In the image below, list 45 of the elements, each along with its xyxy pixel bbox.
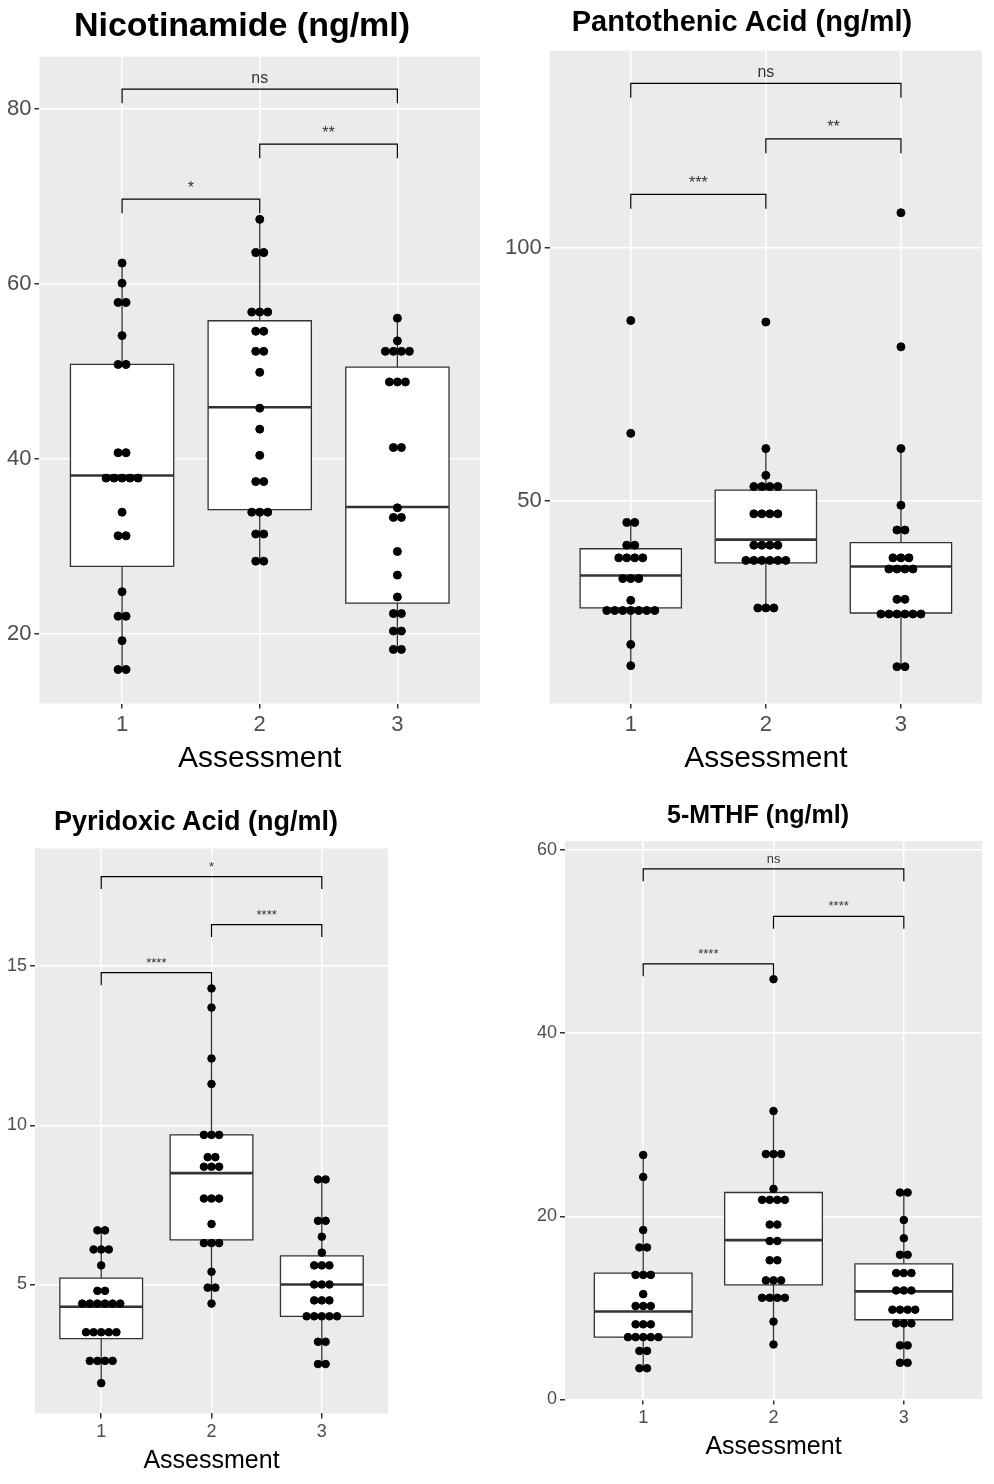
y-tick-label: 40: [536, 1022, 558, 1043]
chart-title: Pantothenic Acid (ng/ml): [571, 5, 913, 38]
annotation: ns: [251, 68, 269, 86]
x-tick-label: 2: [759, 710, 772, 736]
x-tick-label: 1: [638, 1407, 649, 1428]
y-tick-label: 15: [6, 955, 28, 976]
y-tick-label: 5: [17, 1273, 28, 1294]
chart-title: 5-MTHF (ng/ml): [667, 799, 849, 828]
y-tick-label: 100: [504, 234, 542, 260]
annotation: ns: [757, 62, 775, 80]
y-tick-label: 20: [6, 619, 32, 645]
y-tick-label: 80: [6, 95, 32, 121]
y-tick-label: 10: [6, 1114, 28, 1135]
x-tick-label: 3: [391, 710, 404, 736]
x-tick-label: 2: [253, 710, 266, 736]
annotation: ns: [766, 851, 781, 866]
x-tick-label: 3: [316, 1421, 327, 1442]
y-tick-label: 20: [536, 1205, 558, 1226]
y-tick-label: 40: [6, 444, 32, 470]
x-axis-title: Assessment: [178, 740, 343, 774]
annotation: ****: [698, 945, 719, 961]
annotation: ****: [146, 954, 167, 970]
x-axis-title: Assessment: [143, 1444, 280, 1473]
x-tick-label: 1: [115, 710, 129, 736]
x-tick-label: 1: [96, 1421, 107, 1442]
annotation: **: [322, 123, 335, 141]
y-tick-label: 0: [547, 1388, 558, 1409]
annotation: ****: [828, 898, 849, 914]
y-tick-label: 50: [517, 487, 542, 513]
y-tick-label: 60: [6, 270, 32, 296]
annotation: *: [208, 858, 215, 874]
x-axis-title: Assessment: [705, 1430, 842, 1459]
x-axis-title: Assessment: [684, 740, 849, 774]
x-tick-label: 2: [206, 1421, 217, 1442]
annotation: **: [827, 118, 840, 136]
x-tick-label: 2: [768, 1407, 779, 1428]
annotation: ****: [256, 906, 277, 922]
chart-title: Nicotinamide (ng/ml): [73, 4, 411, 43]
x-tick-label: 1: [624, 710, 637, 736]
annotation: *: [187, 178, 195, 196]
x-tick-label: 3: [898, 1407, 909, 1428]
y-tick-label: 60: [536, 839, 558, 860]
chart-title: Pyridoxic Acid (ng/ml): [53, 805, 339, 836]
annotation: ***: [688, 173, 708, 191]
x-tick-label: 3: [894, 710, 908, 736]
